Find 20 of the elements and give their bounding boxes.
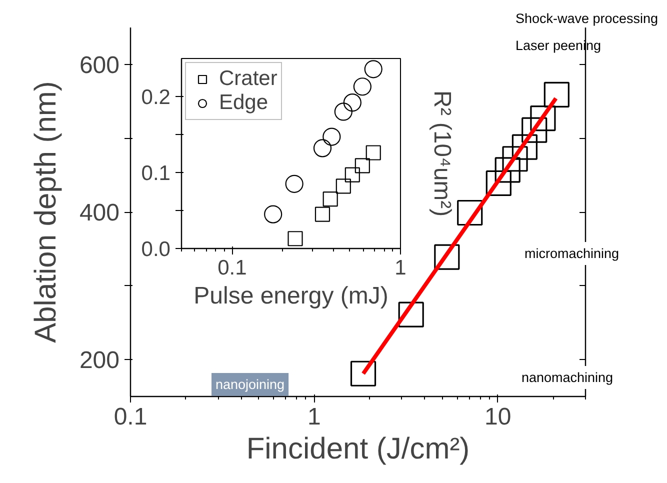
y-tick-label: 0.0 [141,238,171,261]
annotation: nanomachining [522,370,614,385]
x-tick-label: 1 [394,256,406,280]
y-tick-label: 0.1 [141,162,171,185]
y-tick-label: 200 [79,347,120,374]
annotation: nanojoining [216,377,285,392]
y-tick-label: 400 [79,200,120,226]
x-tick-label: 10 [484,404,512,430]
y-axis-title: Ablation depth (nm) [29,81,62,343]
x-axis-title: Fincident (J/cm²) [246,432,470,466]
legend-label: Edge [219,91,268,115]
text: Shock-wave processing [516,11,658,26]
y-tick-label: 0.2 [141,86,171,109]
x-tick-label: 1 [308,404,321,430]
y-tick-label: 600 [79,52,120,79]
y-axis-title: R² (10⁴um²) [428,90,456,217]
annotation: micromachining [524,246,620,261]
x-axis-title: Pulse energy (mJ) [194,282,388,310]
x-tick-label: 0.1 [114,404,148,430]
legend-label: Crater [219,67,278,91]
